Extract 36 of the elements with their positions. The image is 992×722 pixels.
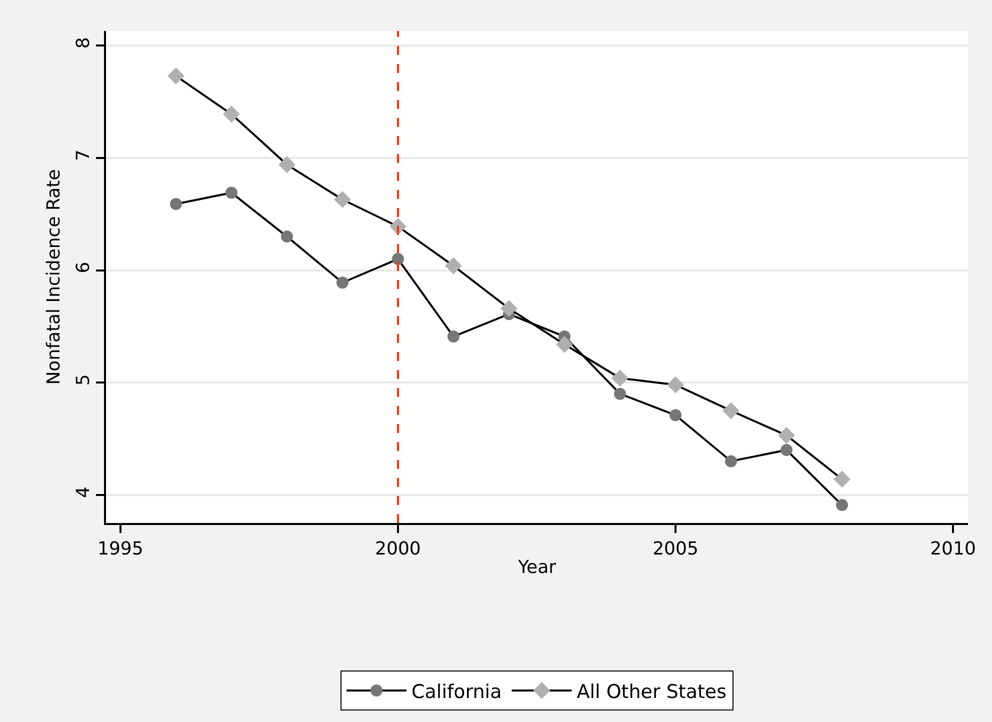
point: [445, 257, 462, 274]
legend-label: All Other States: [576, 680, 727, 703]
point: [500, 300, 518, 317]
point: [336, 276, 348, 289]
point: [612, 370, 628, 387]
point: [722, 402, 740, 420]
point: [834, 470, 850, 488]
point: [225, 186, 238, 199]
y-tick-label: 8: [72, 37, 94, 49]
point: [392, 253, 404, 266]
point: [556, 336, 573, 353]
point: [334, 191, 351, 208]
legend-label: California: [412, 680, 502, 703]
point: [167, 67, 184, 84]
point: [170, 198, 182, 210]
point: [778, 426, 795, 444]
point: [836, 499, 848, 512]
point: [780, 444, 792, 456]
point: [669, 409, 682, 422]
point: [280, 230, 293, 243]
x-tick-label: 2000: [375, 538, 421, 560]
point: [614, 388, 626, 400]
y-tick-label: 4: [72, 486, 94, 498]
point: [222, 106, 240, 123]
x-tick-label: 2005: [652, 538, 698, 560]
point: [447, 330, 460, 343]
y-tick-label: 5: [72, 374, 94, 386]
x-tick-label: 2010: [930, 538, 976, 560]
y-tick-label: 6: [72, 262, 94, 274]
x-axis-title: Year: [516, 557, 557, 578]
point: [667, 376, 684, 394]
y-tick-label: 7: [72, 150, 94, 161]
x-tick-label: 1995: [98, 538, 144, 560]
point: [724, 455, 737, 468]
y-axis-title: Nonfatal Incidence Rate: [44, 169, 64, 385]
point: [278, 156, 296, 174]
